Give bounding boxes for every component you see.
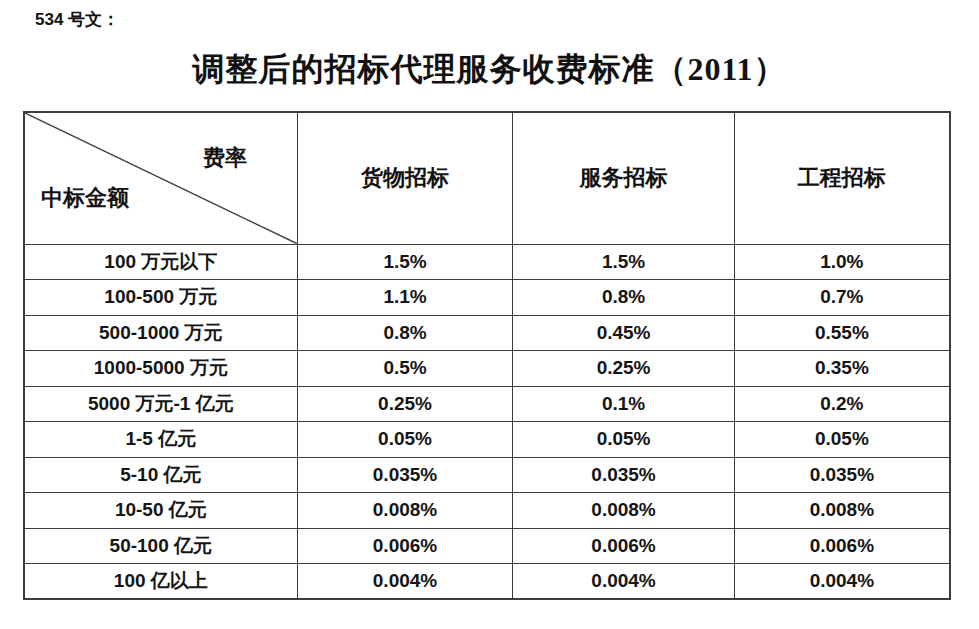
corner-label-rate: 费率 [203, 143, 247, 173]
table-header-row: 费率 中标金额 货物招标 服务招标 工程招标 [24, 112, 950, 244]
rate-cell: 0.035% [513, 457, 734, 493]
amount-range-cell: 10-50 亿元 [24, 493, 297, 529]
amount-range-cell: 100-500 万元 [24, 280, 297, 316]
rate-cell: 0.25% [513, 351, 734, 387]
table-row: 50-100 亿元 0.006% 0.006% 0.006% [24, 528, 950, 564]
amount-range-cell: 5000 万元-1 亿元 [24, 386, 297, 422]
rate-cell: 0.8% [513, 280, 734, 316]
document-title: 调整后的招标代理服务收费标准（2011） [0, 48, 979, 92]
amount-range-cell: 1000-5000 万元 [24, 351, 297, 387]
rate-cell: 0.006% [297, 528, 513, 564]
column-header-services: 服务招标 [513, 112, 734, 244]
rate-cell: 0.05% [734, 422, 950, 458]
rate-cell: 0.006% [513, 528, 734, 564]
table-row: 100 万元以下 1.5% 1.5% 1.0% [24, 244, 950, 280]
rate-cell: 0.05% [513, 422, 734, 458]
table-row: 100-500 万元 1.1% 0.8% 0.7% [24, 280, 950, 316]
document-page: 534 号文： 调整后的招标代理服务收费标准（2011） 费率 中标金额 货物招… [0, 0, 979, 629]
rate-cell: 0.5% [297, 351, 513, 387]
rate-cell: 0.004% [297, 564, 513, 600]
rate-cell: 0.45% [513, 315, 734, 351]
rate-cell: 0.05% [297, 422, 513, 458]
table-row: 100 亿以上 0.004% 0.004% 0.004% [24, 564, 950, 600]
rate-cell: 0.008% [734, 493, 950, 529]
rate-cell: 0.1% [513, 386, 734, 422]
table-row: 5-10 亿元 0.035% 0.035% 0.035% [24, 457, 950, 493]
rate-cell: 1.5% [297, 244, 513, 280]
column-header-goods: 货物招标 [297, 112, 513, 244]
amount-range-cell: 50-100 亿元 [24, 528, 297, 564]
doc-number-label: 534 号文： [35, 8, 119, 31]
corner-label-bid-amount: 中标金额 [41, 183, 129, 213]
amount-range-cell: 100 亿以上 [24, 564, 297, 600]
rate-cell: 1.1% [297, 280, 513, 316]
rate-cell: 0.008% [513, 493, 734, 529]
rate-cell: 1.0% [734, 244, 950, 280]
rate-cell: 0.55% [734, 315, 950, 351]
amount-range-cell: 1-5 亿元 [24, 422, 297, 458]
diagonal-line [25, 113, 297, 244]
column-header-engineering: 工程招标 [734, 112, 950, 244]
table-row: 1-5 亿元 0.05% 0.05% 0.05% [24, 422, 950, 458]
rate-cell: 0.006% [734, 528, 950, 564]
rate-cell: 0.8% [297, 315, 513, 351]
rate-cell: 0.004% [513, 564, 734, 600]
diagonal-header-cell: 费率 中标金额 [24, 112, 297, 244]
rate-cell: 0.7% [734, 280, 950, 316]
rate-cell: 0.008% [297, 493, 513, 529]
rate-cell: 0.004% [734, 564, 950, 600]
rate-cell: 0.25% [297, 386, 513, 422]
amount-range-cell: 100 万元以下 [24, 244, 297, 280]
amount-range-cell: 500-1000 万元 [24, 315, 297, 351]
table-row: 1000-5000 万元 0.5% 0.25% 0.35% [24, 351, 950, 387]
table-row: 10-50 亿元 0.008% 0.008% 0.008% [24, 493, 950, 529]
rate-cell: 0.035% [297, 457, 513, 493]
rate-cell: 0.035% [734, 457, 950, 493]
rate-cell: 0.35% [734, 351, 950, 387]
amount-range-cell: 5-10 亿元 [24, 457, 297, 493]
table-row: 5000 万元-1 亿元 0.25% 0.1% 0.2% [24, 386, 950, 422]
fee-rate-table: 费率 中标金额 货物招标 服务招标 工程招标 100 万元以下 1.5% 1.5… [23, 111, 951, 600]
table-row: 500-1000 万元 0.8% 0.45% 0.55% [24, 315, 950, 351]
rate-cell: 0.2% [734, 386, 950, 422]
rate-cell: 1.5% [513, 244, 734, 280]
